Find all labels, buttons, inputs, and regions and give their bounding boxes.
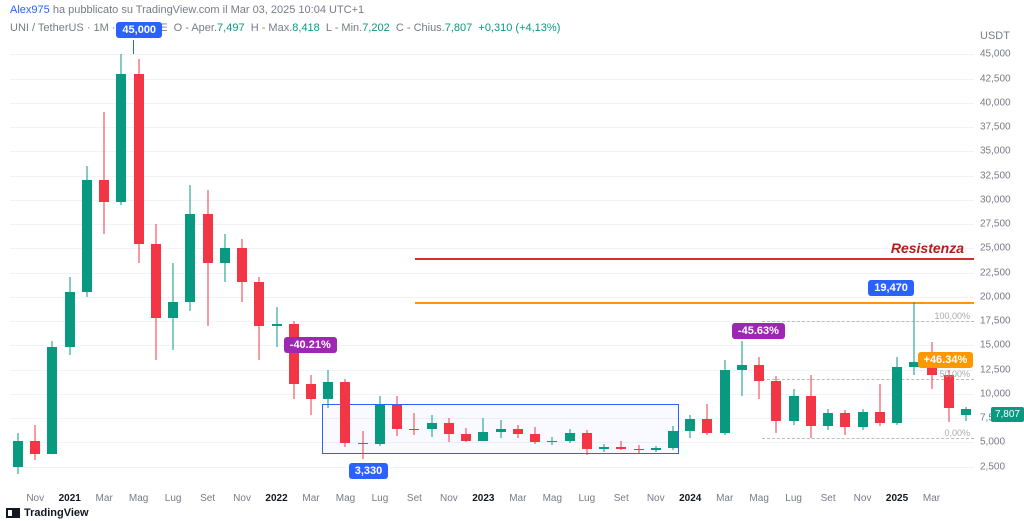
author-name[interactable]: Alex975 bbox=[10, 4, 50, 16]
low-callout: 3,330 bbox=[349, 463, 389, 479]
y-tick-label: 32,500 bbox=[980, 170, 1011, 181]
y-tick-label: 15,000 bbox=[980, 340, 1011, 351]
y-tick-label: 25,000 bbox=[980, 243, 1011, 254]
y-tick-label: 22,500 bbox=[980, 267, 1011, 278]
x-tick-label: Mar bbox=[716, 493, 733, 504]
fib-label: 50,00% bbox=[939, 369, 970, 379]
x-tick-label: 2021 bbox=[59, 493, 81, 504]
y-tick-label: 37,500 bbox=[980, 122, 1011, 133]
orange-pct-callout: +46.34% bbox=[918, 352, 974, 368]
y-tick-label: 12,500 bbox=[980, 364, 1011, 375]
x-tick-label: Mar bbox=[302, 493, 319, 504]
y-tick-label: 5,000 bbox=[980, 437, 1005, 448]
y-tick-label: 2,500 bbox=[980, 461, 1005, 472]
current-price-tag: 7,807 bbox=[991, 407, 1024, 422]
y-tick-label: 35,000 bbox=[980, 146, 1011, 157]
y-tick-label: 27,500 bbox=[980, 219, 1011, 230]
y-tick-label: 20,000 bbox=[980, 291, 1011, 302]
x-tick-label: Lug bbox=[578, 493, 595, 504]
x-tick-label: Lug bbox=[785, 493, 802, 504]
tradingview-logo-icon bbox=[6, 508, 20, 518]
drop2-callout: -45.63% bbox=[732, 323, 785, 339]
x-tick-label: Mag bbox=[336, 493, 355, 504]
fib-label: 0,00% bbox=[944, 428, 970, 438]
x-tick-label: Lug bbox=[165, 493, 182, 504]
peak-callout: 45,000 bbox=[116, 22, 162, 38]
x-tick-label: Nov bbox=[647, 493, 665, 504]
y-tick-label: 17,500 bbox=[980, 316, 1011, 327]
x-tick-label: Nov bbox=[854, 493, 872, 504]
tradingview-watermark: TradingView bbox=[6, 507, 89, 519]
y-tick-label: 45,000 bbox=[980, 49, 1011, 60]
y-axis: USDT 45,000 42,500 40,000 37,500 35,000 32,50… bbox=[976, 30, 1024, 491]
x-tick-label: 2024 bbox=[679, 493, 701, 504]
y-tick-label: 30,000 bbox=[980, 194, 1011, 205]
fib-label: 100,00% bbox=[934, 311, 970, 321]
x-tick-label: Mag bbox=[543, 493, 562, 504]
x-tick-label: Nov bbox=[440, 493, 458, 504]
x-tick-label: Mar bbox=[923, 493, 940, 504]
x-tick-label: Set bbox=[614, 493, 629, 504]
x-tick-label: Mag bbox=[129, 493, 148, 504]
x-tick-label: 2023 bbox=[472, 493, 494, 504]
x-tick-label: 2025 bbox=[886, 493, 908, 504]
x-tick-label: Nov bbox=[233, 493, 251, 504]
x-tick-label: Set bbox=[407, 493, 422, 504]
x-tick-label: Set bbox=[200, 493, 215, 504]
y-tick-label: 40,000 bbox=[980, 97, 1011, 108]
chart-area[interactable]: 45,0003,33019,470-40.21%-45.63%+46.34%Re… bbox=[10, 30, 974, 491]
current-high-callout: 19,470 bbox=[868, 280, 914, 296]
x-axis: Nov 2021 Mar Mag Lug Set Nov 2022 Mar Mag Lug Set No… bbox=[10, 493, 974, 509]
x-tick-label: Mag bbox=[749, 493, 768, 504]
x-tick-label: 2022 bbox=[265, 493, 287, 504]
x-tick-label: Set bbox=[821, 493, 836, 504]
x-tick-label: Mar bbox=[509, 493, 526, 504]
x-tick-label: Nov bbox=[26, 493, 44, 504]
y-tick-label: 42,500 bbox=[980, 73, 1011, 84]
drop1-callout: -40.21% bbox=[284, 337, 337, 353]
y-tick-label: 10,000 bbox=[980, 388, 1011, 399]
x-tick-label: Lug bbox=[372, 493, 389, 504]
header-text: Alex975 ha pubblicato su TradingView.com… bbox=[0, 0, 1024, 20]
resistenza-label: Resistenza bbox=[891, 240, 964, 256]
x-tick-label: Mar bbox=[96, 493, 113, 504]
y-axis-title: USDT bbox=[980, 30, 1010, 42]
